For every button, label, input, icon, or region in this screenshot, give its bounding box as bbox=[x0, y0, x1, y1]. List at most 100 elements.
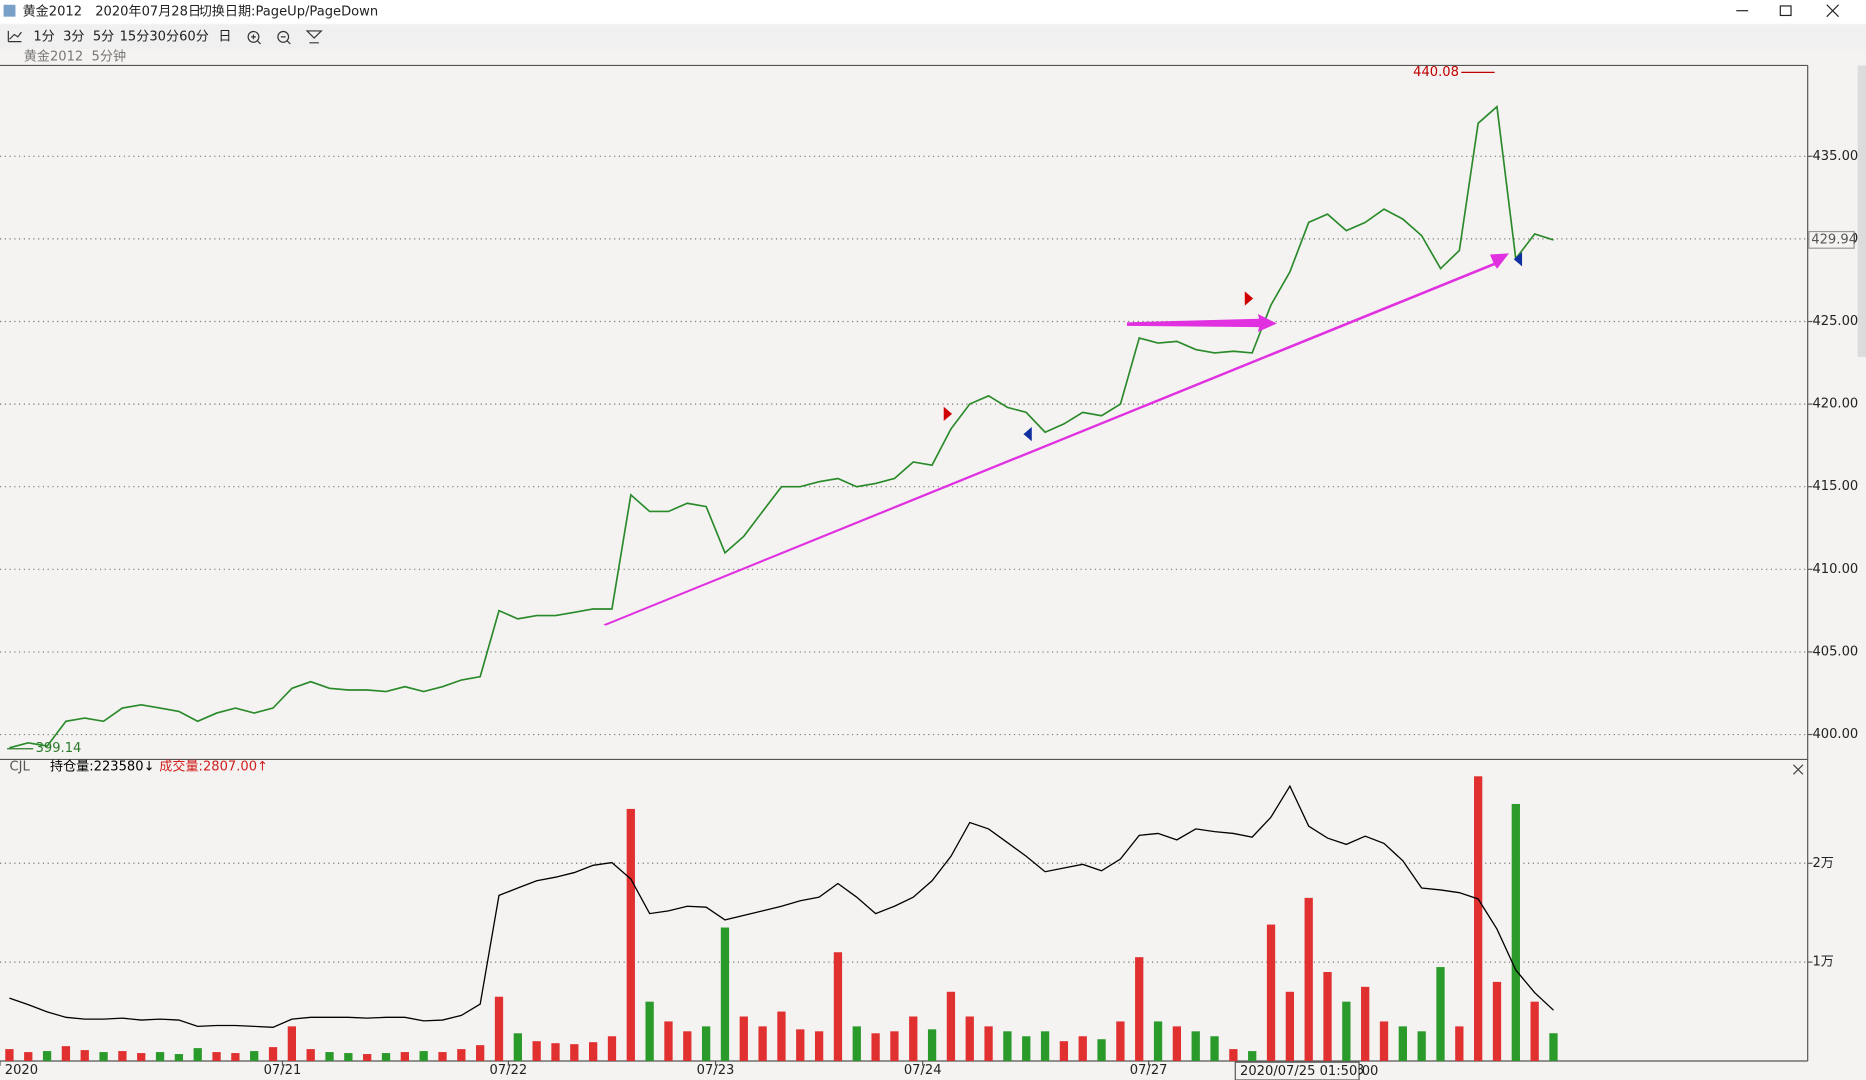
toolbar-button[interactable]: 3分 bbox=[63, 28, 84, 44]
volume-bar bbox=[1078, 1036, 1087, 1061]
high-label: 440.08 bbox=[1413, 65, 1459, 80]
zoom-out-icon[interactable] bbox=[277, 30, 290, 43]
volume-bar bbox=[24, 1052, 33, 1061]
volume-bar bbox=[1135, 957, 1144, 1061]
app-icon bbox=[3, 4, 16, 17]
volume-bar bbox=[946, 991, 956, 1061]
legend-entry: 持仓量:223580↓ bbox=[50, 759, 155, 775]
volume-bar bbox=[758, 1026, 767, 1061]
volume-bar bbox=[513, 1033, 522, 1061]
plot-background bbox=[0, 49, 1808, 1061]
volume-bar bbox=[457, 1049, 466, 1061]
chart-type-icon[interactable] bbox=[7, 30, 22, 43]
tool-icon[interactable] bbox=[305, 30, 323, 44]
y-tick-label: 400.00 bbox=[1812, 727, 1858, 742]
close-button[interactable] bbox=[1826, 4, 1840, 18]
window-date: 2020年07月28日 bbox=[95, 3, 201, 19]
volume-bar bbox=[438, 1052, 447, 1061]
volume-bar bbox=[1379, 1021, 1389, 1061]
volume-bar bbox=[796, 1029, 805, 1061]
volume-bar bbox=[5, 1049, 14, 1061]
trend-arrow bbox=[603, 253, 1509, 626]
y-tick-label: 435.00 bbox=[1812, 149, 1858, 164]
buy-marker bbox=[943, 406, 953, 422]
toolbar bbox=[0, 24, 1866, 49]
x-tick-label: 07/23 bbox=[697, 1063, 735, 1078]
volume-bar bbox=[42, 1051, 52, 1061]
toolbar-button[interactable]: 1分 bbox=[33, 28, 54, 44]
volume-bar bbox=[683, 1031, 692, 1061]
marks: 400.00405.00410.00415.00420.00425.00430.… bbox=[0, 65, 1858, 1080]
volume-bar bbox=[570, 1044, 579, 1061]
volume-bar bbox=[231, 1053, 240, 1061]
x-tick-label: 07/22 bbox=[490, 1063, 528, 1078]
volume-bar bbox=[419, 1051, 428, 1061]
volume-bar bbox=[551, 1043, 560, 1061]
volume-bar bbox=[80, 1050, 89, 1061]
volume-bar bbox=[701, 1026, 711, 1061]
volume-bar bbox=[1191, 1031, 1200, 1061]
volume-bar bbox=[1342, 1001, 1351, 1061]
volume-bar bbox=[1248, 1051, 1257, 1061]
volume-bar bbox=[1492, 981, 1502, 1061]
open-interest-line bbox=[9, 784, 1554, 1028]
volume-bar bbox=[909, 1016, 918, 1061]
buy-marker bbox=[1244, 291, 1254, 306]
volume-bar bbox=[965, 1016, 974, 1061]
zoom-in-plus bbox=[251, 34, 262, 45]
toolbar-button[interactable]: 5分 bbox=[93, 28, 114, 44]
x-tick-label: 07/21 bbox=[264, 1063, 302, 1078]
panel-title: 黄金2012 5分钟 bbox=[24, 48, 126, 65]
toolbar-items: 1分 3分 5分 15分 30分 60分日 bbox=[33, 28, 231, 44]
volume-bar bbox=[61, 1046, 71, 1061]
volume-bar bbox=[984, 1026, 993, 1061]
last-price-box bbox=[1808, 230, 1855, 249]
volume-bar bbox=[137, 1053, 146, 1061]
volume-bar bbox=[1474, 776, 1483, 1061]
volume-bar bbox=[833, 952, 843, 1061]
volume-bar bbox=[494, 996, 504, 1061]
y-tick-label: 1万 bbox=[1812, 955, 1833, 970]
volume-bar bbox=[212, 1052, 221, 1061]
volume-bar bbox=[1266, 924, 1276, 1061]
volume-bar bbox=[852, 1026, 861, 1061]
volume-bar bbox=[1003, 1031, 1012, 1061]
volume-bar bbox=[1511, 803, 1520, 1061]
zoom-in-icon[interactable] bbox=[247, 30, 260, 43]
horizontal-arrow bbox=[1126, 314, 1277, 332]
volume-bar bbox=[777, 1011, 786, 1061]
x-tick-label: 07/24 bbox=[904, 1063, 942, 1078]
y-tick-label: 410.00 bbox=[1812, 562, 1858, 577]
legend-entry: 成交量:2807.00↑ bbox=[159, 758, 268, 775]
volume-bar bbox=[268, 1047, 278, 1061]
volume-bar bbox=[1530, 1001, 1539, 1061]
volume-bar bbox=[1022, 1036, 1031, 1061]
volume-bar bbox=[1116, 1021, 1125, 1061]
volume-bar bbox=[1323, 972, 1332, 1061]
toolbar-button[interactable]: 60分 bbox=[179, 28, 209, 44]
volume-bar bbox=[193, 1048, 202, 1061]
volume-bar bbox=[720, 927, 730, 1061]
scrollbar[interactable] bbox=[1857, 65, 1866, 357]
volume-bar bbox=[1153, 1021, 1163, 1061]
x-tick-label: 07/27 bbox=[1130, 1063, 1168, 1078]
panel-close[interactable] bbox=[1792, 764, 1804, 775]
y-tick-label: 405.00 bbox=[1812, 644, 1858, 659]
volume-bar bbox=[589, 1042, 598, 1061]
toolbar-button[interactable]: 15分 bbox=[120, 28, 150, 44]
sell-marker bbox=[1513, 252, 1523, 267]
volume-bar bbox=[890, 1031, 899, 1061]
volume-bar bbox=[344, 1053, 353, 1061]
toolbar-button[interactable]: 日 bbox=[218, 29, 231, 44]
volume-bar bbox=[1040, 1031, 1050, 1061]
volume-bar bbox=[476, 1045, 485, 1061]
volume-bar bbox=[927, 1029, 937, 1061]
restore-button[interactable] bbox=[1779, 5, 1792, 17]
zoom-out-minus bbox=[280, 36, 291, 45]
volume-bar bbox=[1059, 1041, 1069, 1061]
title-bar bbox=[0, 0, 1866, 24]
volume-bar bbox=[363, 1054, 372, 1061]
toolbar-button[interactable]: 30分 bbox=[149, 28, 179, 44]
cursor-label-box bbox=[1234, 1061, 1360, 1080]
